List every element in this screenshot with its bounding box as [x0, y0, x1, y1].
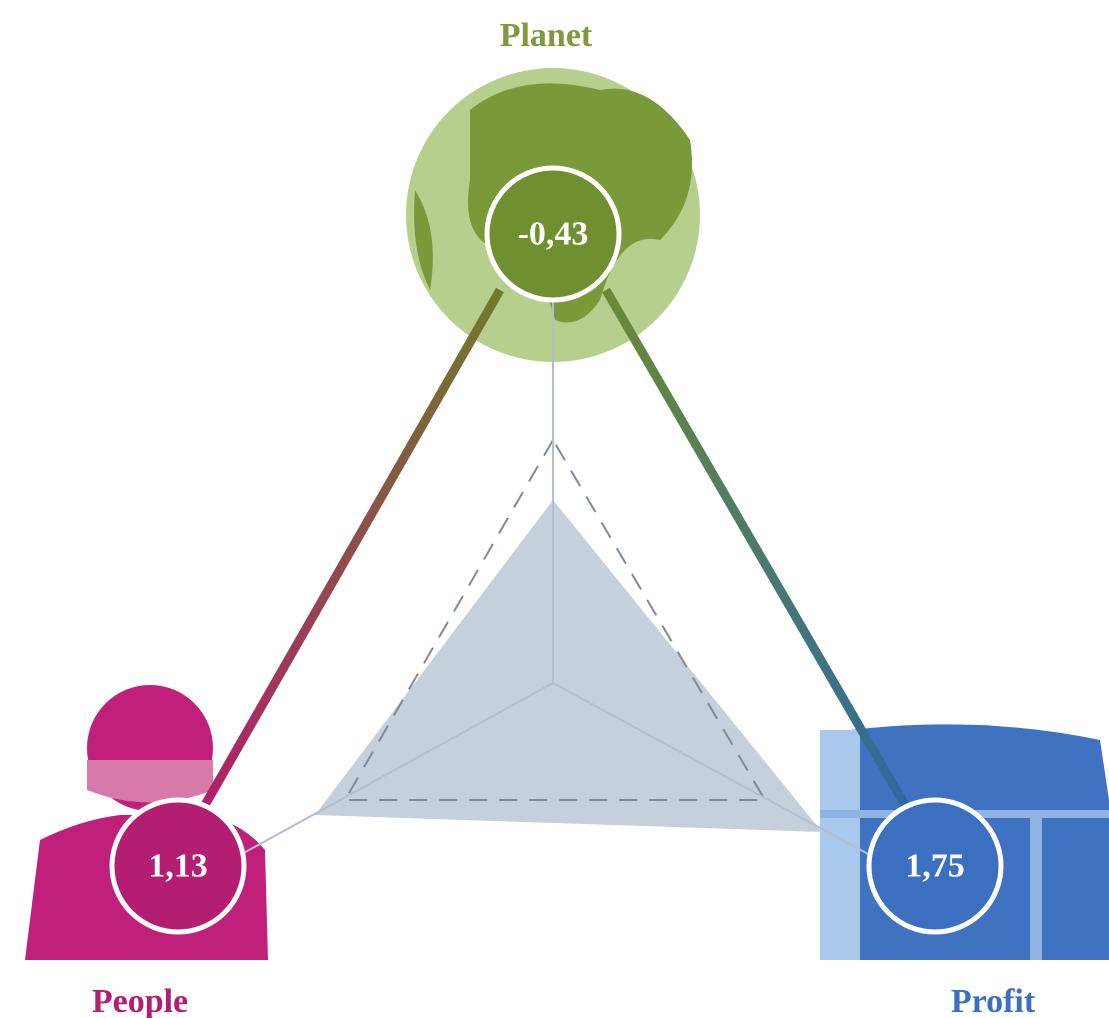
node-label: Planet [500, 17, 593, 54]
node-value: 1,13 [148, 848, 208, 885]
node-label: Profit [951, 983, 1036, 1018]
node-value: 1,75 [905, 848, 965, 885]
node-value: -0,43 [518, 216, 589, 253]
node-label: People [92, 983, 188, 1018]
radar-area [315, 500, 822, 832]
diagram: -0,43 1,13 1,75 Planet People Profit [0, 0, 1109, 1018]
